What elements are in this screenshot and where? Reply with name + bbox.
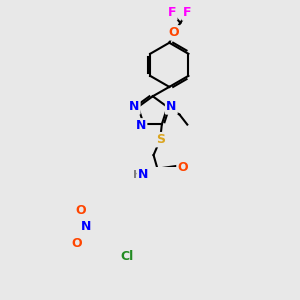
Text: O: O	[75, 204, 86, 217]
Text: N: N	[166, 100, 176, 113]
Text: F: F	[183, 7, 191, 20]
Text: N: N	[129, 100, 140, 113]
Text: Cl: Cl	[120, 250, 133, 263]
Text: F: F	[168, 7, 176, 20]
Text: N: N	[138, 169, 148, 182]
Text: N: N	[136, 119, 146, 132]
Text: O: O	[178, 161, 188, 174]
Text: O: O	[72, 237, 82, 250]
Text: O: O	[168, 26, 179, 39]
Text: H: H	[133, 170, 142, 180]
Text: N: N	[81, 220, 91, 233]
Text: S: S	[156, 133, 165, 146]
